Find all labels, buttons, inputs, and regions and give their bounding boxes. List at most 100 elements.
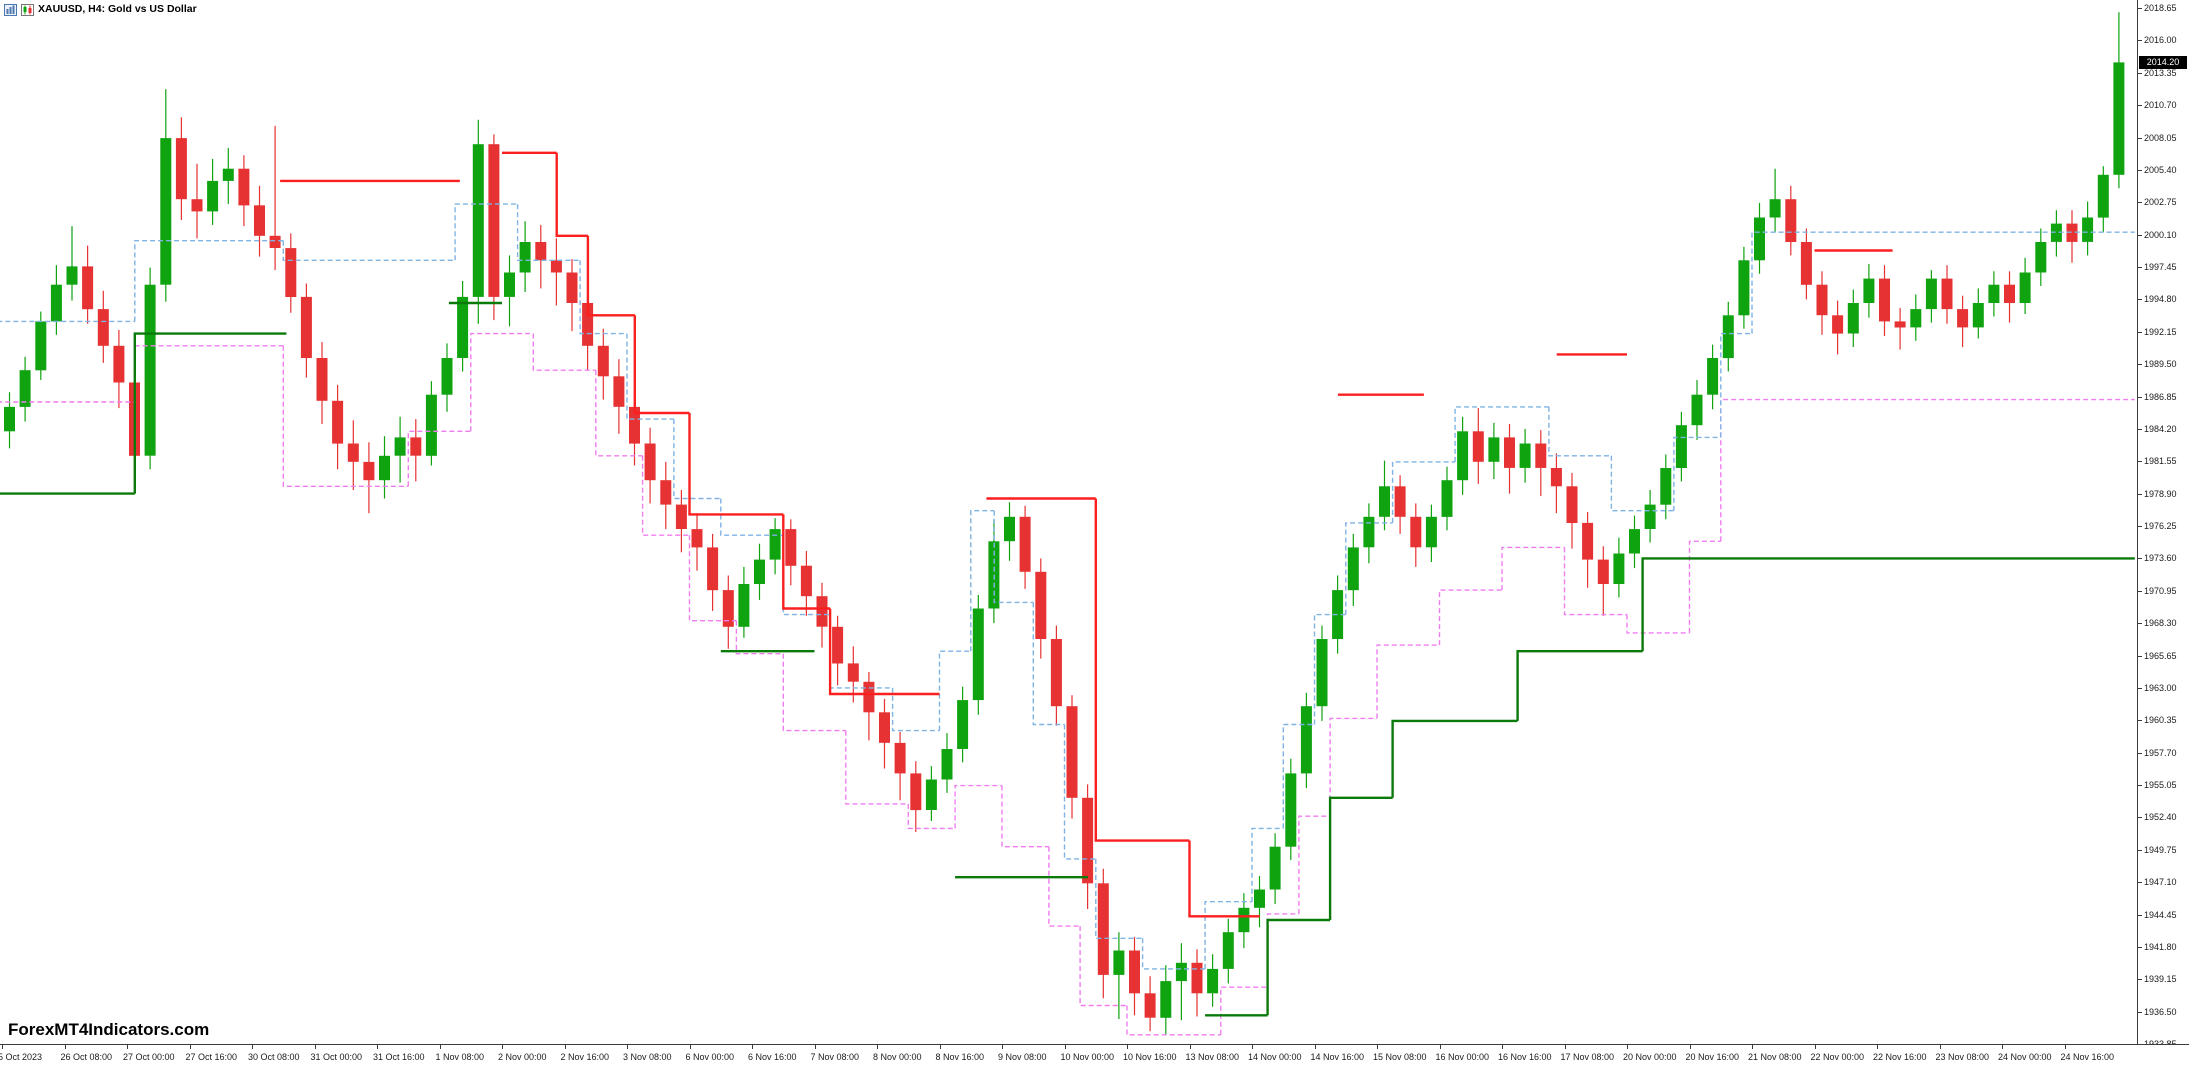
time-axis-tick (1439, 1045, 1441, 1049)
time-axis-label: 16 Nov 16:00 (1498, 1052, 1552, 1062)
price-axis-tick (2138, 623, 2142, 625)
price-axis-label: 1965.65 (2144, 650, 2177, 661)
time-axis-tick (2, 1045, 3, 1049)
time-axis-tick (627, 1045, 628, 1049)
price-axis-tick (2138, 785, 2142, 786)
candlestick-chart[interactable] (0, 0, 2137, 1044)
bar-chart-icon[interactable] (4, 3, 17, 16)
price-axis-tick (2138, 817, 2142, 819)
price-axis-tick (2138, 137, 2142, 139)
price-axis-tick (2138, 590, 2142, 592)
time-axis-tick (814, 1045, 816, 1049)
price-axis-label: 1955.05 (2144, 780, 2177, 790)
price-axis-label: 1957.70 (2144, 747, 2177, 758)
chart-background (0, 0, 2137, 1044)
price-axis-tick (2138, 461, 2142, 463)
time-axis-label: 9 Nov 08:00 (998, 1052, 1047, 1062)
time-axis-tick (439, 1045, 441, 1049)
time-axis-label: 24 Nov 16:00 (2060, 1052, 2115, 1062)
time-axis-tick (1314, 1045, 1316, 1049)
watermark: ForexMT4Indicators.com (8, 1020, 210, 1039)
price-axis-label: 1973.60 (2144, 553, 2177, 564)
time-axis-label: 23 Nov 08:00 (1935, 1052, 1990, 1062)
lower-channel-magenta-line (0, 332, 2135, 1036)
price-axis-tick (2138, 687, 2142, 689)
time-axis-tick (939, 1045, 941, 1049)
price-axis-tick (2138, 882, 2142, 884)
price-axis-label: 1981.55 (2144, 456, 2177, 467)
time-axis-label: 20 Nov 00:00 (1623, 1052, 1677, 1062)
time-axis-label: 5 Oct 2023 (0, 1052, 43, 1062)
price-axis-label: 2002.75 (2144, 197, 2177, 208)
price-axis-label: 2010.70 (2144, 100, 2177, 111)
price-axis[interactable]: 2014.20 2018.65 2016.00 2013.35 2010.70 2008… (2137, 0, 2189, 1049)
time-axis-tick (2002, 1045, 2003, 1049)
time-axis-label: 1 Nov 08:00 (435, 1052, 485, 1062)
price-axis-label: 1968.30 (2144, 618, 2177, 629)
time-axis-tick (1627, 1045, 1628, 1049)
price-axis-tick (2138, 720, 2142, 722)
chart-title: XAUUSD, H4: Gold vs US Dollar (38, 3, 197, 15)
time-axis-label: 6 Nov 16:00 (748, 1052, 797, 1062)
time-axis-tick (752, 1045, 753, 1049)
time-axis-tick (1814, 1045, 1816, 1049)
price-axis-tick (2138, 364, 2142, 366)
price-axis-label: 1997.45 (2144, 262, 2177, 272)
time-axis-tick (564, 1045, 566, 1049)
price-axis-label: 1952.40 (2144, 812, 2177, 823)
price-axis-tick (2138, 655, 2142, 657)
time-axis-tick (1127, 1045, 1128, 1049)
price-axis-tick (2138, 946, 2142, 948)
price-axis-tick (2138, 526, 2142, 527)
time-axis-label: 8 Nov 00:00 (873, 1052, 922, 1062)
time-axis-tick (1939, 1045, 1941, 1049)
price-axis-tick (2138, 914, 2142, 916)
time-axis-label: 20 Nov 16:00 (1685, 1052, 1740, 1062)
price-axis-label: 1986.85 (2144, 391, 2177, 402)
price-axis-label: 1949.75 (2144, 844, 2177, 855)
price-axis-tick (2138, 849, 2142, 851)
time-axis-label: 22 Nov 00:00 (1810, 1052, 1865, 1062)
time-axis-label: 31 Oct 16:00 (373, 1052, 425, 1062)
price-axis-tick (2138, 40, 2142, 42)
price-axis-tick (2138, 105, 2142, 107)
time-axis-tick (64, 1045, 66, 1049)
price-axis-label: 1936.50 (2144, 1006, 2177, 1017)
time-axis-tick (1064, 1045, 1066, 1049)
time-axis-tick (689, 1045, 691, 1049)
support-green-line (0, 301, 2135, 1017)
time-axis-label: 2 Nov 16:00 (560, 1052, 610, 1062)
time-axis-label: 8 Nov 16:00 (935, 1052, 985, 1062)
time-axis-tick (877, 1045, 878, 1049)
price-axis-label: 2008.05 (2144, 132, 2177, 143)
time-axis-tick (502, 1045, 503, 1049)
time-axis-label: 15 Nov 08:00 (1373, 1052, 1427, 1062)
price-axis-tick (2138, 8, 2142, 9)
current-price-tag: 2014.20 (2139, 55, 2187, 69)
time-axis-tick (1002, 1045, 1003, 1049)
candlestick-icon[interactable] (21, 3, 34, 16)
time-axis-label: 31 Oct 00:00 (310, 1052, 363, 1062)
time-axis-label: 17 Nov 08:00 (1560, 1052, 1615, 1062)
price-axis-tick (2138, 267, 2142, 268)
time-axis-label: 3 Nov 08:00 (623, 1052, 672, 1062)
time-axis-label: 10 Nov 00:00 (1060, 1052, 1115, 1062)
price-axis-label: 1941.80 (2144, 941, 2177, 952)
price-axis-label: 1963.00 (2144, 682, 2177, 693)
price-axis-tick (2138, 72, 2142, 74)
price-axis-tick (2138, 558, 2142, 560)
time-axis-label: 27 Oct 16:00 (185, 1052, 238, 1062)
price-axis-label: 1960.35 (2144, 715, 2177, 726)
time-axis-label: 13 Nov 08:00 (1185, 1052, 1240, 1062)
time-axis-label: 16 Nov 00:00 (1435, 1052, 1490, 1062)
price-axis-label: 2005.40 (2144, 164, 2177, 175)
time-axis[interactable]: 5 Oct 2023 26 Oct 08:00 27 Oct 00:00 27 Oct… (0, 1044, 2189, 1076)
time-axis-label: 24 Nov 00:00 (1998, 1052, 2052, 1062)
price-axis-label: 1944.45 (2144, 909, 2177, 920)
price-axis-tick (2138, 752, 2142, 754)
price-axis-tick (2138, 1011, 2142, 1013)
time-axis-tick (252, 1045, 253, 1049)
price-axis-label: 1970.95 (2144, 585, 2177, 596)
time-axis-tick (314, 1045, 316, 1049)
